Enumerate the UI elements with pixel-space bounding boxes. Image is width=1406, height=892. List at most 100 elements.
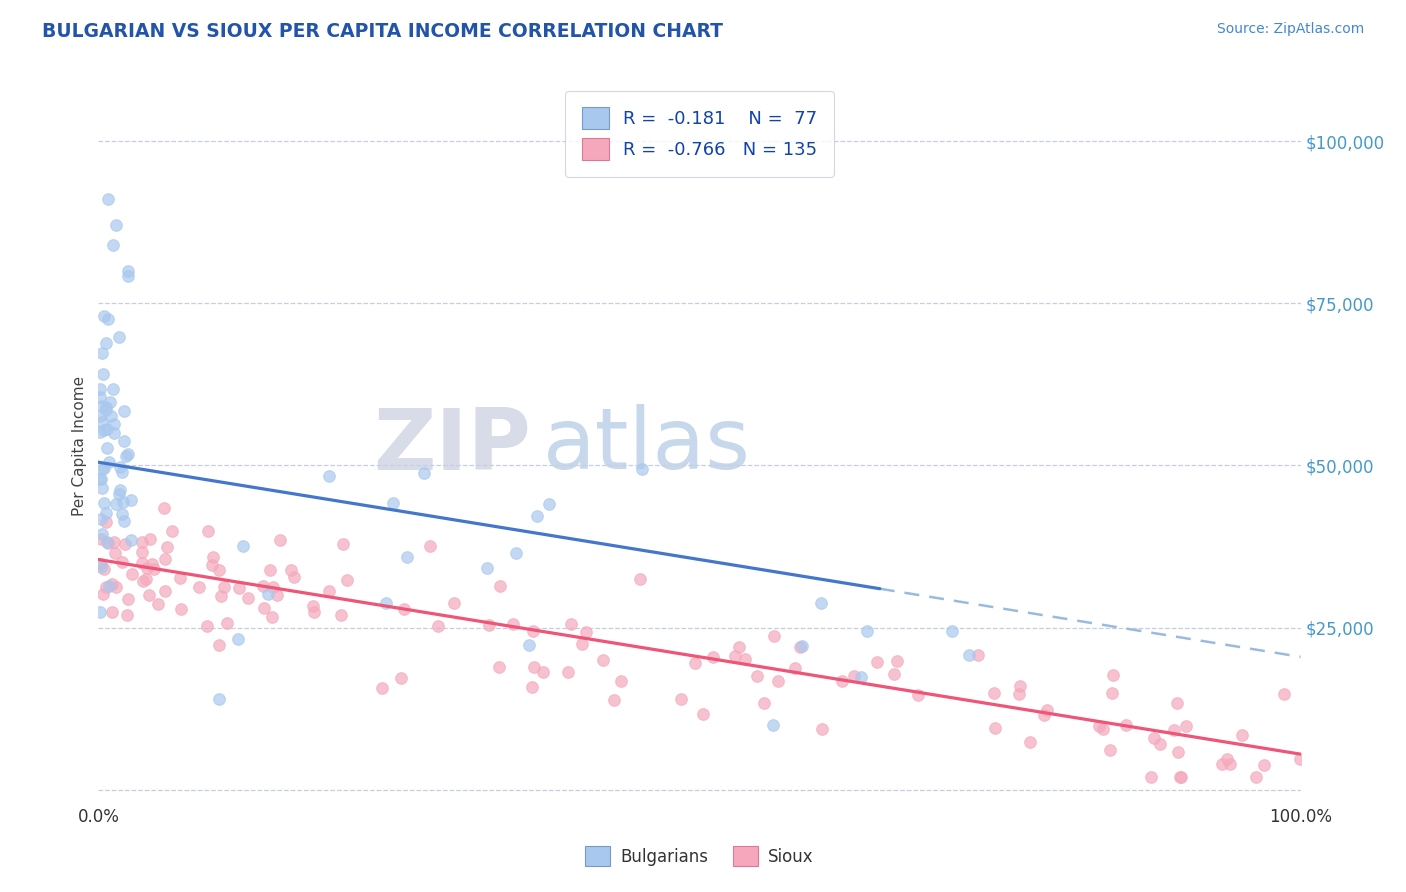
Point xyxy=(112,495,135,509)
Point xyxy=(121,567,143,582)
Point xyxy=(89,425,111,439)
Point xyxy=(631,462,654,476)
Point xyxy=(138,588,160,602)
Point xyxy=(603,692,626,706)
Point xyxy=(505,546,527,560)
Point xyxy=(141,557,163,571)
Point xyxy=(91,481,114,495)
Point xyxy=(628,572,651,586)
Point xyxy=(91,367,114,381)
Point xyxy=(883,666,905,681)
Point xyxy=(252,579,274,593)
Point xyxy=(984,721,1007,735)
Point xyxy=(301,599,323,613)
Point xyxy=(592,652,614,666)
Point xyxy=(90,346,112,360)
Point xyxy=(97,312,120,326)
Point xyxy=(90,533,112,547)
Point xyxy=(96,441,118,455)
Point xyxy=(98,395,121,409)
Point xyxy=(108,487,131,501)
Point xyxy=(392,601,415,615)
Point xyxy=(1087,719,1109,733)
Point xyxy=(332,536,354,550)
Point xyxy=(669,692,692,706)
Point xyxy=(724,648,747,663)
Point xyxy=(768,673,790,688)
Point xyxy=(762,718,785,732)
Point xyxy=(533,665,555,680)
Point xyxy=(302,605,325,619)
Point xyxy=(103,417,125,431)
Point xyxy=(571,637,593,651)
Point xyxy=(683,656,706,670)
Point xyxy=(413,466,436,480)
Point xyxy=(728,640,751,654)
Point xyxy=(169,602,191,616)
Point xyxy=(100,605,122,619)
Point xyxy=(941,624,963,638)
Point xyxy=(318,468,340,483)
Point xyxy=(98,579,121,593)
Point xyxy=(89,409,111,424)
Point xyxy=(856,624,879,638)
Point xyxy=(101,382,124,396)
Point xyxy=(108,483,131,497)
Point xyxy=(269,533,291,548)
Point xyxy=(135,572,157,586)
Point xyxy=(197,524,219,539)
Point xyxy=(575,624,598,639)
Point xyxy=(280,563,302,577)
Point xyxy=(849,669,872,683)
Point xyxy=(478,617,501,632)
Point xyxy=(93,562,115,576)
Point xyxy=(371,681,394,696)
Point xyxy=(226,632,249,647)
Point xyxy=(259,563,281,577)
Point xyxy=(1174,719,1197,733)
Point xyxy=(101,577,124,591)
Point xyxy=(318,584,340,599)
Point xyxy=(1246,770,1268,784)
Point xyxy=(488,579,510,593)
Point xyxy=(91,399,114,413)
Point xyxy=(153,500,176,515)
Point xyxy=(207,563,229,577)
Point xyxy=(89,606,111,620)
Point xyxy=(560,617,582,632)
Point xyxy=(330,608,353,623)
Point xyxy=(212,580,235,594)
Point xyxy=(382,495,405,509)
Text: ZIP: ZIP xyxy=(374,404,531,488)
Point xyxy=(111,507,134,521)
Point xyxy=(94,336,117,351)
Point xyxy=(142,562,165,576)
Point xyxy=(1149,738,1171,752)
Point xyxy=(236,591,259,605)
Point xyxy=(983,686,1005,700)
Point xyxy=(1008,687,1031,701)
Point xyxy=(419,539,441,553)
Point xyxy=(1170,770,1192,784)
Point xyxy=(105,219,128,233)
Point xyxy=(115,449,138,463)
Point xyxy=(1115,718,1137,732)
Point xyxy=(96,534,118,549)
Point xyxy=(91,415,114,429)
Point xyxy=(94,402,117,417)
Point xyxy=(1101,686,1123,700)
Point xyxy=(131,535,153,549)
Point xyxy=(169,571,191,585)
Point xyxy=(93,309,115,323)
Point xyxy=(94,506,117,520)
Point xyxy=(810,596,832,610)
Y-axis label: Per Capita Income: Per Capita Income xyxy=(72,376,87,516)
Point xyxy=(117,269,139,284)
Point xyxy=(100,409,122,424)
Point xyxy=(112,434,135,448)
Point xyxy=(1098,743,1121,757)
Point xyxy=(97,193,120,207)
Point xyxy=(1166,696,1188,710)
Point xyxy=(502,617,524,632)
Point xyxy=(117,447,139,461)
